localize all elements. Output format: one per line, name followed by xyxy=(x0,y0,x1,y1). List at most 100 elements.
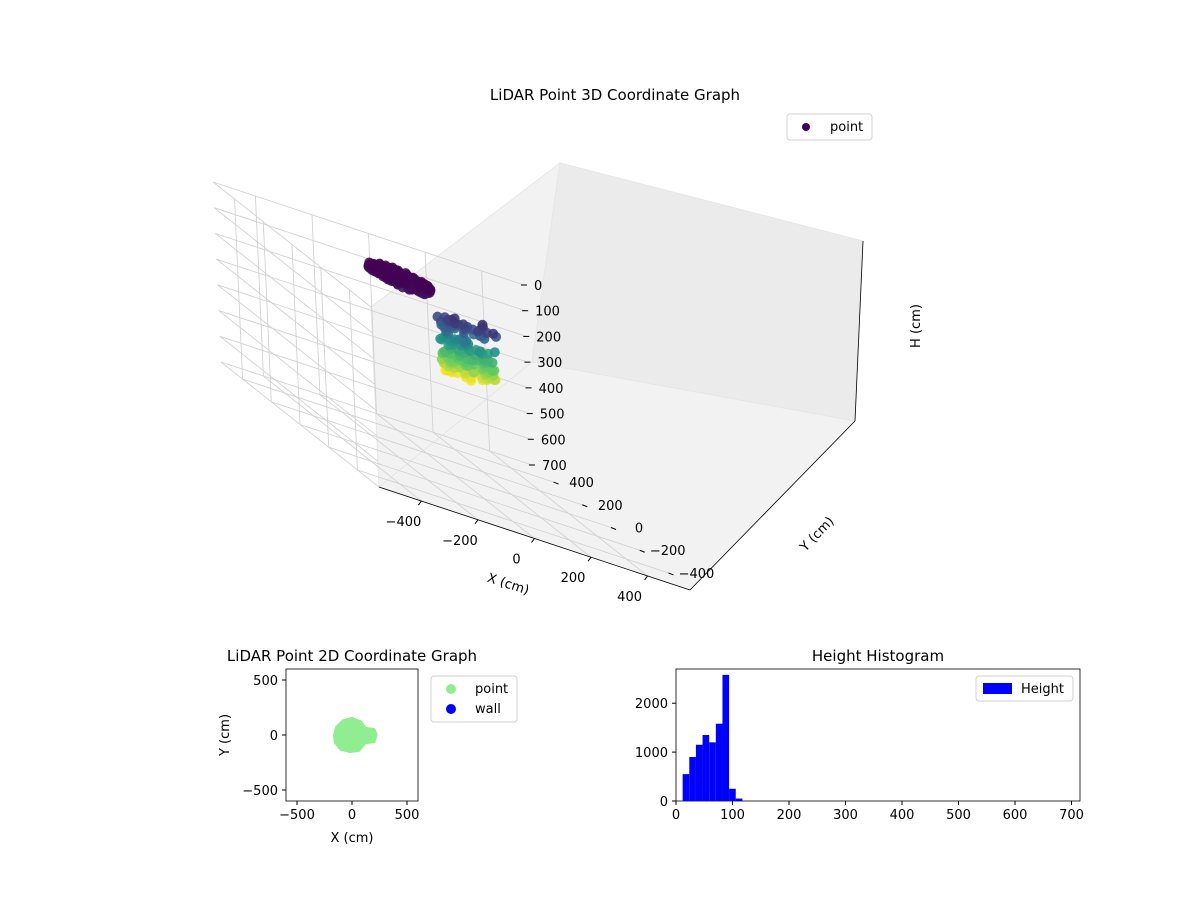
point-3d xyxy=(367,260,378,271)
legend-2d-marker-wall xyxy=(446,704,456,714)
point-3d xyxy=(461,335,472,346)
grid-3d-back-h xyxy=(216,258,528,363)
z-tick-label-3d: 200 xyxy=(536,330,561,345)
point-3d xyxy=(390,265,401,276)
x-tick-label-histogram: 300 xyxy=(833,808,858,823)
point-3d xyxy=(375,266,386,277)
histogram-bar xyxy=(695,744,703,801)
x-tick-label-histogram: 0 xyxy=(672,808,680,823)
x-tick-label-histogram: 500 xyxy=(946,808,971,823)
legend-2d: point wall xyxy=(430,675,518,723)
x-axis-label-2d: X (cm) xyxy=(331,831,374,846)
grid-3d-left-y xyxy=(320,267,330,448)
histogram-bar xyxy=(722,674,730,801)
z-tick-label-3d: 500 xyxy=(540,408,565,423)
grid-3d-left-h xyxy=(217,284,376,411)
legend-3d-label: point xyxy=(830,120,863,135)
legend-histogram: Height xyxy=(975,675,1074,702)
x-tick-3d xyxy=(474,519,479,525)
chart-2d: LiDAR Point 2D Coordinate Graph −500 0 500… xyxy=(218,647,518,846)
x-tick-label-histogram: 600 xyxy=(1003,808,1028,823)
x-tick-label-histogram: 400 xyxy=(890,808,915,823)
legend-2d-marker-point xyxy=(446,684,456,694)
legend-3d: point xyxy=(786,113,873,141)
y-tick-label-2d: −500 xyxy=(242,784,278,799)
point-3d xyxy=(474,346,485,357)
legend-histogram-swatch xyxy=(983,683,1012,694)
grid-3d-back-x xyxy=(254,196,264,377)
x-tick-3d xyxy=(644,575,648,581)
x-tick-label-3d: 0 xyxy=(512,553,520,568)
z-tick-label-3d: 100 xyxy=(535,305,560,320)
z-tick-label-3d: 300 xyxy=(537,356,562,371)
z-tick-label-3d: 600 xyxy=(541,433,566,448)
y-tick-3d xyxy=(668,572,674,576)
y-tick-label-2d: 500 xyxy=(253,674,278,689)
histogram-bar xyxy=(715,723,723,801)
histogram-title: Height Histogram xyxy=(812,647,944,665)
point-3d xyxy=(489,347,500,358)
y-tick-label-2d: 0 xyxy=(270,729,278,744)
legend-2d-label-point: point xyxy=(475,682,508,697)
ticks-histogram: 0 100 200 300 400 500 600 700 0 1000 2000 xyxy=(635,697,1084,823)
x-tick-label-3d: −400 xyxy=(386,515,422,530)
y-tick-label-histogram: 2000 xyxy=(635,697,668,712)
y-tick-label-3d: 0 xyxy=(635,522,643,537)
grid-3d-left-h xyxy=(220,361,380,488)
histogram-bar xyxy=(682,774,690,801)
y-tick-label-3d: −400 xyxy=(679,567,715,582)
point-3d xyxy=(415,277,426,288)
x-axis-label-3d: X (cm) xyxy=(485,571,531,599)
y-tick-3d xyxy=(553,481,559,485)
grid-3d-left-h xyxy=(215,233,374,359)
x-tick-label-histogram: 100 xyxy=(720,808,745,823)
grid-3d-back-h xyxy=(212,181,525,286)
y-tick-label-3d: 200 xyxy=(598,499,623,514)
chart-histogram: Height Histogram 0 100 200 300 400 500 600 7000… xyxy=(635,647,1084,823)
histogram-bar xyxy=(689,757,696,801)
x-tick-label-3d: −200 xyxy=(442,534,478,549)
grid-3d-left-y xyxy=(349,289,358,470)
histogram-bar xyxy=(702,735,710,801)
legend-2d-label-wall: wall xyxy=(475,702,501,717)
grid-3d-left-h xyxy=(213,207,373,334)
histogram-bar xyxy=(735,798,743,801)
x-tick-label-3d: 200 xyxy=(561,571,586,586)
grid-3d-left-h xyxy=(212,181,372,308)
y-axis-label-3d: Y (cm) xyxy=(797,514,838,555)
grid-3d-back-h xyxy=(218,310,530,414)
legend-3d-marker xyxy=(802,123,810,131)
point-3d xyxy=(477,319,488,330)
grid-3d-left-y xyxy=(291,244,301,425)
grid-3d-back-h xyxy=(219,335,531,440)
point-3d xyxy=(487,357,498,368)
x-tick-label-histogram: 700 xyxy=(1059,808,1084,823)
chart-3d: LiDAR Point 3D Coordinate Graph −400 −200… xyxy=(212,86,924,605)
grid-3d-floor-y xyxy=(242,378,554,483)
grid-3d-left-h xyxy=(219,335,379,462)
grid-3d-left-h xyxy=(218,310,377,436)
z-tick-label-3d: 700 xyxy=(542,459,567,474)
y-axis-label-2d: Y (cm) xyxy=(218,714,233,757)
x-tick-label-2d: 500 xyxy=(395,808,420,823)
grid-3d-left-y xyxy=(262,221,272,402)
z-axis-label-3d: H (cm) xyxy=(909,304,924,348)
point-3d xyxy=(425,284,436,295)
point-3d xyxy=(449,313,460,324)
x-tick-label-3d: 400 xyxy=(617,590,642,605)
x-tick-3d xyxy=(587,556,592,562)
point-3d xyxy=(432,311,443,322)
histogram-bar xyxy=(729,788,736,801)
histogram-bars xyxy=(682,674,743,801)
point-3d xyxy=(488,328,499,339)
grid-3d-left-h xyxy=(216,258,375,385)
chart-3d-title: LiDAR Point 3D Coordinate Graph xyxy=(490,86,740,104)
z-tick-label-3d: 0 xyxy=(534,279,542,294)
legend-histogram-box xyxy=(975,675,1074,702)
legend-histogram-label: Height xyxy=(1021,682,1064,697)
y-tick-3d xyxy=(582,504,588,508)
histogram-bar xyxy=(709,742,716,801)
grid-3d-floor-y xyxy=(328,446,640,551)
ticks-2d: −500 0 500 −500 0 500 xyxy=(242,674,419,823)
